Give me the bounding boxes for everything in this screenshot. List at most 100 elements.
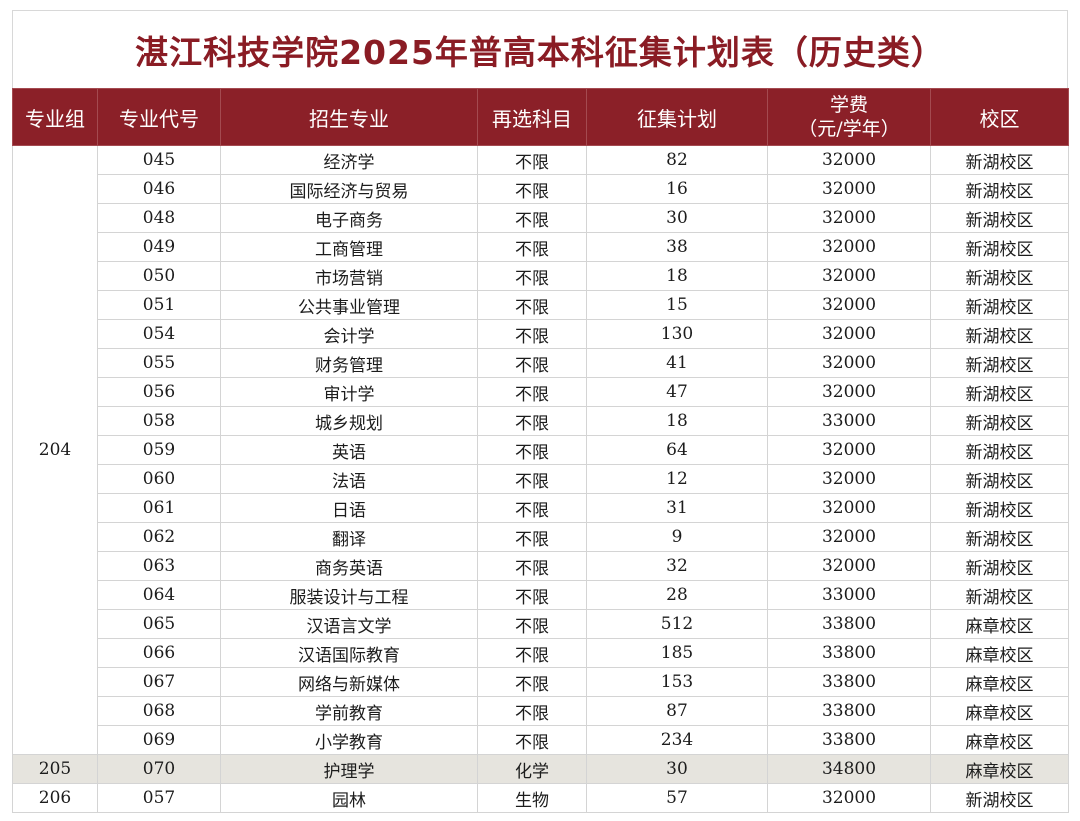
table-row: 061 日语 不限 31 32000 新湖校区	[13, 493, 1069, 523]
cell-fee: 32000	[767, 261, 931, 291]
cell-campus: 新湖校区	[930, 232, 1069, 262]
cell-plan: 153	[586, 667, 768, 697]
cell-subject: 不限	[477, 406, 587, 436]
cell-code: 064	[97, 580, 221, 610]
cell-plan: 41	[586, 348, 768, 378]
cell-code: 058	[97, 406, 221, 436]
cell-fee: 32000	[767, 319, 931, 349]
cell-major: 市场营销	[220, 261, 478, 291]
cell-subject: 不限	[477, 145, 587, 175]
cell-code: 048	[97, 203, 221, 233]
cell-campus: 新湖校区	[930, 406, 1069, 436]
table-row: 048 电子商务 不限 30 32000 新湖校区	[13, 203, 1069, 233]
cell-major: 工商管理	[220, 232, 478, 262]
cell-fee: 33800	[767, 667, 931, 697]
cell-code: 057	[97, 783, 221, 813]
cell-plan: 9	[586, 522, 768, 552]
table-row: 059 英语 不限 64 32000 新湖校区	[13, 435, 1069, 465]
cell-code: 054	[97, 319, 221, 349]
cell-major: 护理学	[220, 754, 478, 784]
cell-plan: 28	[586, 580, 768, 610]
cell-major: 法语	[220, 464, 478, 494]
header-subject: 再选科目	[477, 88, 587, 146]
cell-subject: 不限	[477, 522, 587, 552]
cell-plan: 64	[586, 435, 768, 465]
cell-code: 050	[97, 261, 221, 291]
cell-subject: 不限	[477, 435, 587, 465]
cell-plan: 87	[586, 696, 768, 726]
header-plan: 征集计划	[586, 88, 768, 146]
cell-campus: 麻章校区	[930, 609, 1069, 639]
cell-campus: 麻章校区	[930, 754, 1069, 784]
cell-campus: 新湖校区	[930, 783, 1069, 813]
cell-fee: 32000	[767, 174, 931, 204]
cell-subject: 不限	[477, 348, 587, 378]
cell-plan: 234	[586, 725, 768, 755]
cell-major: 汉语言文学	[220, 609, 478, 639]
cell-campus: 新湖校区	[930, 290, 1069, 320]
cell-subject: 不限	[477, 696, 587, 726]
cell-major: 学前教育	[220, 696, 478, 726]
header-code: 专业代号	[97, 88, 221, 146]
cell-code: 070	[97, 754, 221, 784]
cell-plan: 18	[586, 406, 768, 436]
table-row: 046 国际经济与贸易 不限 16 32000 新湖校区	[13, 174, 1069, 204]
cell-plan: 18	[586, 261, 768, 291]
header-fee-label: 学费	[829, 94, 868, 116]
cell-fee: 32000	[767, 145, 931, 175]
cell-campus: 新湖校区	[930, 551, 1069, 581]
cell-code: 066	[97, 638, 221, 668]
cell-fee: 32000	[767, 783, 931, 813]
cell-plan: 32	[586, 551, 768, 581]
header-fee: 学费 （元/学年）	[767, 88, 931, 146]
cell-major: 公共事业管理	[220, 290, 478, 320]
cell-subject: 不限	[477, 203, 587, 233]
cell-fee: 32000	[767, 377, 931, 407]
cell-campus: 新湖校区	[930, 348, 1069, 378]
cell-plan: 30	[586, 203, 768, 233]
cell-plan: 30	[586, 754, 768, 784]
cell-code: 046	[97, 174, 221, 204]
cell-campus: 新湖校区	[930, 377, 1069, 407]
cell-fee: 32000	[767, 551, 931, 581]
cell-subject: 不限	[477, 638, 587, 668]
cell-code: 068	[97, 696, 221, 726]
cell-fee: 32000	[767, 464, 931, 494]
cell-campus: 新湖校区	[930, 174, 1069, 204]
cell-fee: 33800	[767, 725, 931, 755]
cell-major: 商务英语	[220, 551, 478, 581]
cell-subject: 不限	[477, 464, 587, 494]
cell-fee: 33800	[767, 609, 931, 639]
table-row: 058 城乡规划 不限 18 33000 新湖校区	[13, 406, 1069, 436]
table-row: 064 服装设计与工程 不限 28 33000 新湖校区	[13, 580, 1069, 610]
cell-code: 062	[97, 522, 221, 552]
table-row: 069 小学教育 不限 234 33800 麻章校区	[13, 725, 1069, 755]
cell-major: 日语	[220, 493, 478, 523]
table-row: 204 045 经济学 不限 82 32000 新湖校区	[12, 145, 1069, 755]
cell-code: 067	[97, 667, 221, 697]
cell-code: 051	[97, 290, 221, 320]
cell-campus: 新湖校区	[930, 261, 1069, 291]
table-header-row: 专业组 专业代号 招生专业 再选科目 征集计划 学费 （元/学年） 校区	[12, 88, 1069, 146]
title-box: 湛江科技学院2025年普高本科征集计划表（历史类）	[12, 10, 1068, 88]
cell-major: 城乡规划	[220, 406, 478, 436]
cell-fee: 33000	[767, 580, 931, 610]
cell-major: 园林	[220, 783, 478, 813]
cell-campus: 新湖校区	[930, 319, 1069, 349]
cell-subject: 不限	[477, 261, 587, 291]
cell-code: 055	[97, 348, 221, 378]
cell-subject: 不限	[477, 551, 587, 581]
table-row: 055 财务管理 不限 41 32000 新湖校区	[13, 348, 1069, 378]
cell-campus: 麻章校区	[930, 696, 1069, 726]
cell-plan: 57	[586, 783, 768, 813]
cell-subject: 不限	[477, 493, 587, 523]
header-campus: 校区	[930, 88, 1069, 146]
cell-subject: 不限	[477, 319, 587, 349]
table-row: 050 市场营销 不限 18 32000 新湖校区	[13, 261, 1069, 291]
table-row: 066 汉语国际教育 不限 185 33800 麻章校区	[13, 638, 1069, 668]
enrollment-plan-document: 湛江科技学院2025年普高本科征集计划表（历史类） 专业组 专业代号 招生专业 …	[12, 10, 1069, 813]
cell-code: 059	[97, 435, 221, 465]
cell-subject: 不限	[477, 232, 587, 262]
cell-major: 会计学	[220, 319, 478, 349]
cell-subject: 不限	[477, 609, 587, 639]
